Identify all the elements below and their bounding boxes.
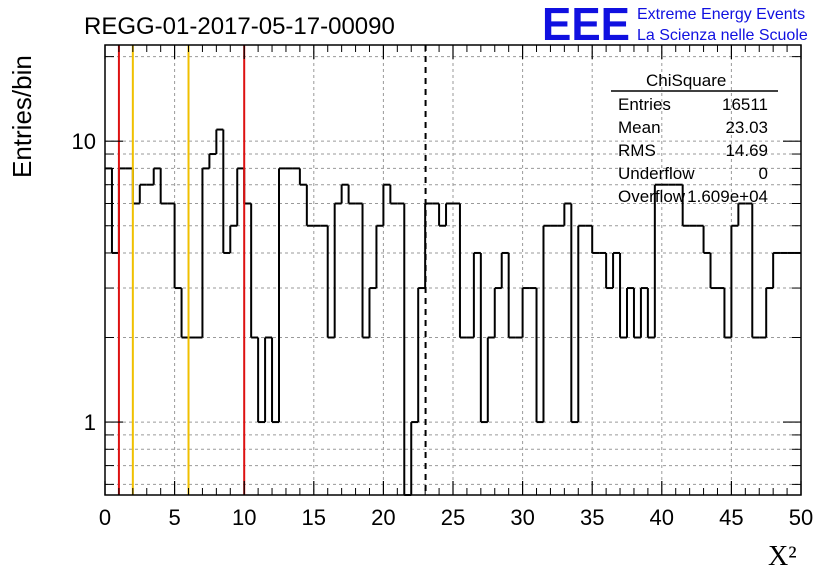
stats-label-rms: RMS xyxy=(618,141,656,160)
stats-value-underflow: 0 xyxy=(759,164,768,183)
stats-title: ChiSquare xyxy=(646,71,726,90)
x-tick-label: 50 xyxy=(789,505,813,530)
x-tick-label: 10 xyxy=(232,505,256,530)
chart-title: REGG-01-2017-05-17-00090 xyxy=(84,13,395,40)
x-tick-label: 25 xyxy=(441,505,465,530)
stats-label-mean: Mean xyxy=(618,118,661,137)
logo-line2: La Scienza nelle Scuole xyxy=(637,27,808,44)
eee-logo: EEE Extreme Energy Events La Scienza nel… xyxy=(542,0,808,50)
stats-label-underflow: Underflow xyxy=(618,164,695,183)
x-tick-label: 5 xyxy=(168,505,180,530)
stats-box: ChiSquare Entries 16511 Mean 23.03 RMS 1… xyxy=(611,71,778,206)
stats-value-overflow: 1.609e+04 xyxy=(687,187,768,206)
x-tick-label: 30 xyxy=(510,505,534,530)
logo-line1: Extreme Energy Events xyxy=(637,6,805,23)
vertical-markers xyxy=(117,45,427,495)
logo-text: EEE xyxy=(542,0,630,50)
axis-ticks: 0 5 10 15 20 25 30 35 40 45 50 1 10 xyxy=(72,45,813,530)
stats-value-entries: 16511 xyxy=(722,95,768,114)
x-axis-label: X² xyxy=(768,541,797,572)
x-tick-label: 40 xyxy=(650,505,674,530)
x-tick-label: 35 xyxy=(580,505,604,530)
x-tick-label: 20 xyxy=(371,505,395,530)
x-tick-label: 0 xyxy=(99,505,111,530)
stats-label-entries: Entries xyxy=(618,95,671,114)
x-tick-label: 45 xyxy=(719,505,743,530)
stats-value-mean: 23.03 xyxy=(725,118,768,137)
y-tick-label: 10 xyxy=(72,129,96,154)
x-tick-label: 15 xyxy=(302,505,326,530)
grid xyxy=(105,45,801,495)
y-tick-label: 1 xyxy=(84,410,96,435)
stats-value-rms: 14.69 xyxy=(725,141,768,160)
stats-label-overflow: Overflow xyxy=(618,187,686,206)
y-axis-label: Entries/bin xyxy=(7,55,37,178)
